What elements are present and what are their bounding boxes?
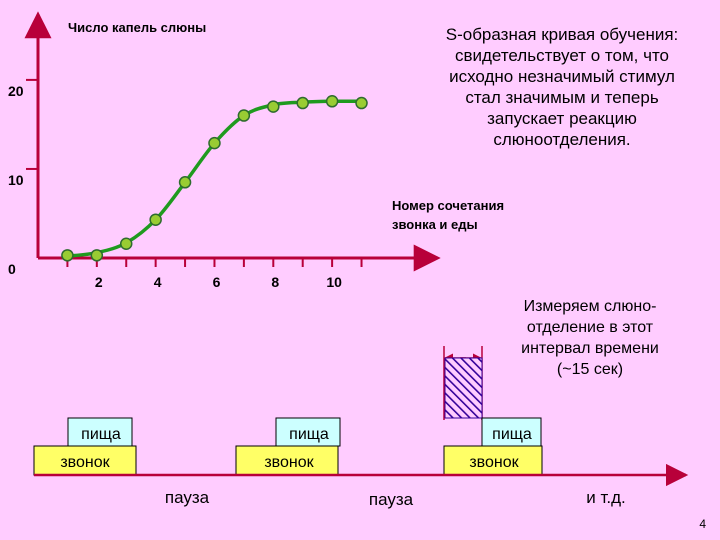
x-tick-label-8: 8 [271,274,279,290]
data-points [61,95,368,262]
x-tick-label-6: 6 [213,274,221,290]
y-tick-label-10: 10 [8,172,24,188]
y-ticks: 0 10 20 [8,78,38,277]
measure-note-line-1: Измеряем слюно- [524,298,657,315]
data-point-9 [296,96,309,110]
data-point-10 [325,95,339,108]
data-point-7 [237,109,251,122]
pause-label-1: пауза [165,488,210,507]
learning-curve-chart: Число капель слюны 0 10 20 2 4 6 8 10 Номер со… [8,11,504,290]
page-number: 4 [699,517,706,531]
data-point-6 [208,136,221,150]
x-axis-title-line1: Номер сочетания [392,198,504,213]
pause-label-2: пауза [369,490,414,509]
food-label-3: пища [492,426,532,443]
annotation-line-6: слюноотделения. [493,130,630,149]
data-point-11 [355,96,368,110]
annotation-line-1: S-образная кривая обучения: [446,25,679,44]
food-label-1: пища [81,426,121,443]
data-point-2 [90,249,104,262]
annotation-line-4: стал значимым и теперь [465,88,659,107]
s-curve-annotation: S-образная кривая обучения: свидетельств… [446,25,679,149]
annotation-line-5: запускает реакцию [487,109,637,128]
x-tick-label-4: 4 [154,274,162,290]
x-tick-label-2: 2 [95,274,103,290]
food-block-2 [275,417,341,447]
measure-note-line-2: отделение в этот [527,319,654,336]
annotation-line-2: свидетельствует о том, что [455,46,669,65]
x-ticks: 2 4 6 8 10 [66,258,363,290]
measure-note-line-4: (~15 сек) [557,361,623,378]
bell-label-2: звонок [264,454,314,471]
annotation-line-3: исходно незначимый стимул [449,67,675,86]
bell-label-3: звонок [469,454,519,471]
etc-label: и т.д. [586,488,626,507]
x-axis-title-line2: звонка и еды [392,217,478,232]
bell-label-1: звонок [60,454,110,471]
data-point-8 [267,100,280,113]
y-tick-label-20: 20 [8,83,24,99]
data-point-5 [178,176,192,189]
bell-block-2 [235,445,339,476]
y-axis-title: Число капель слюны [68,20,206,35]
measurement-window [444,357,483,419]
conditioning-timeline: Измеряем слюно- отделение в этот интерва… [33,298,689,509]
measure-note: Измеряем слюно- отделение в этот интерва… [521,298,659,378]
food-label-2: пища [289,426,329,443]
y-tick-label-0: 0 [8,261,16,277]
data-point-4 [149,213,162,226]
food-block-3 [481,417,542,447]
x-tick-label-10: 10 [326,274,342,290]
data-point-3 [119,237,133,251]
s-curve-line [65,99,364,258]
bell-block-1 [33,445,137,476]
measure-note-line-3: интервал времени [521,340,659,357]
data-point-1 [61,249,74,262]
